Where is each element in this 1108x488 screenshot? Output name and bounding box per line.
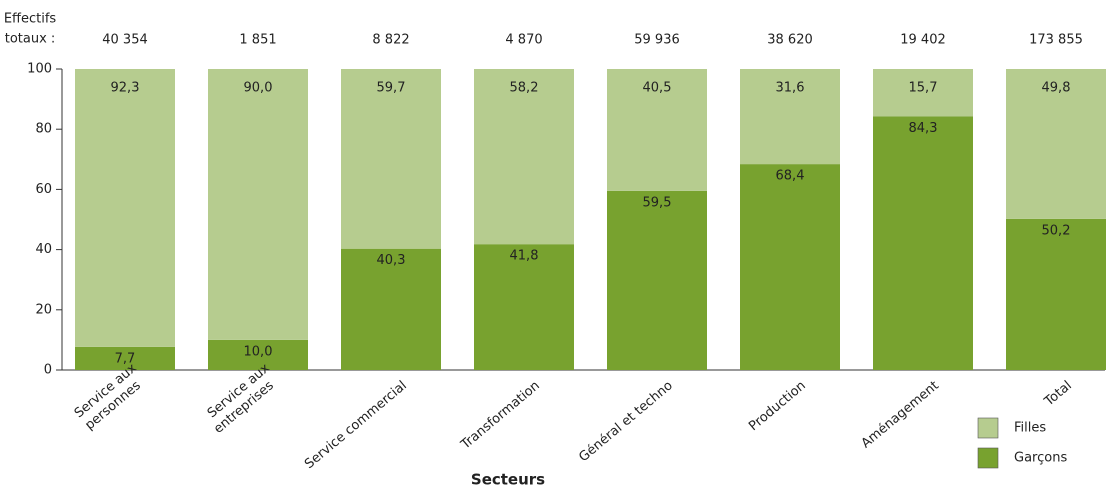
- total-label: 59 936: [634, 33, 680, 48]
- value-label: 15,7: [909, 81, 938, 96]
- bar-segment: [75, 346, 175, 370]
- value-label: 49,8: [1042, 81, 1071, 96]
- total-label: 173 855: [1029, 33, 1083, 48]
- value-label: 58,2: [510, 81, 539, 96]
- x-tick-label: Service commercial: [302, 378, 410, 472]
- y-tick-label: 40: [35, 242, 52, 257]
- value-label: 40,3: [377, 253, 406, 268]
- value-label: 7,7: [115, 351, 136, 366]
- bar-segment: [75, 69, 175, 347]
- y-tick-label: 60: [35, 182, 52, 197]
- x-tick-label: Transformation: [458, 378, 543, 453]
- value-label: 84,3: [909, 121, 938, 136]
- bar-segment: [740, 69, 840, 165]
- bar-segment: [474, 69, 574, 245]
- x-tick-label-group: Service commercial: [302, 378, 410, 472]
- x-tick-label-group: Général et techno: [576, 378, 676, 465]
- totals-title: Effectifs: [4, 12, 57, 27]
- bar-segment: [1006, 218, 1106, 370]
- total-label: 40 354: [102, 33, 148, 48]
- value-label: 50,2: [1042, 223, 1071, 238]
- x-tick-label: Général et techno: [576, 378, 676, 465]
- value-label: 31,6: [776, 81, 805, 96]
- x-tick-label-group: Transformation: [458, 378, 543, 453]
- x-tick-label-group: Production: [746, 378, 809, 434]
- value-label: 40,5: [643, 81, 672, 96]
- bar-segment: [740, 164, 840, 370]
- legend-label: Filles: [1014, 421, 1046, 436]
- y-tick-label: 80: [35, 122, 52, 137]
- legend-swatch: [977, 417, 999, 439]
- bar-segment: [873, 69, 973, 117]
- value-label: 41,8: [510, 249, 539, 264]
- bar-segment: [341, 69, 441, 249]
- bar-segment: [607, 190, 707, 370]
- x-axis-title: Secteurs: [471, 471, 545, 488]
- bar-segment: [873, 116, 973, 370]
- bar-segment: [208, 339, 308, 370]
- legend-label: Garçons: [1014, 451, 1067, 466]
- y-tick-label: 20: [35, 302, 52, 317]
- total-label: 38 620: [767, 33, 813, 48]
- legend-swatch: [977, 447, 999, 469]
- bar-segment: [1006, 69, 1106, 219]
- x-tick-label: Aménagement: [859, 378, 942, 451]
- bar-segment: [208, 69, 308, 340]
- bar-segment: [607, 69, 707, 191]
- value-label: 92,3: [111, 81, 140, 96]
- total-label: 1 851: [239, 33, 276, 48]
- bar-segment: [474, 244, 574, 370]
- value-label: 10,0: [244, 344, 273, 359]
- y-tick-label: 100: [27, 62, 52, 77]
- x-tick-label-group: Aménagement: [859, 378, 942, 451]
- value-label: 90,0: [244, 81, 273, 96]
- x-tick-label-group: Total: [1041, 378, 1075, 410]
- value-label: 68,4: [776, 169, 805, 184]
- total-label: 19 402: [900, 33, 946, 48]
- value-label: 59,5: [643, 195, 672, 210]
- bar-segment: [341, 248, 441, 370]
- y-tick-label: 0: [44, 363, 52, 378]
- x-tick-label: Total: [1041, 378, 1075, 410]
- total-label: 4 870: [505, 33, 542, 48]
- x-tick-label: Production: [746, 378, 809, 434]
- total-label: 8 822: [372, 33, 409, 48]
- totals-title: totaux :: [5, 32, 56, 47]
- value-label: 59,7: [377, 81, 406, 96]
